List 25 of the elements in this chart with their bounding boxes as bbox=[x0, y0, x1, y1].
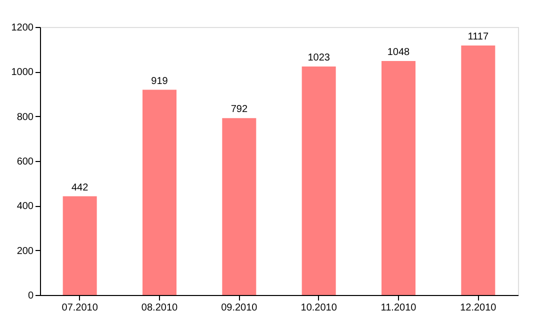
y-tick-label: 1000 bbox=[11, 67, 34, 78]
data-label: 792 bbox=[230, 104, 248, 116]
y-tick-label: 400 bbox=[16, 201, 34, 212]
y-tick-label: 0 bbox=[28, 290, 34, 302]
x-tick-label: 07.2010 bbox=[62, 302, 98, 314]
bar bbox=[62, 196, 97, 295]
data-label: 1023 bbox=[308, 52, 330, 64]
bar bbox=[382, 60, 416, 295]
data-label: 1117 bbox=[468, 32, 489, 43]
bar bbox=[142, 90, 176, 295]
bar bbox=[222, 118, 256, 295]
x-tick-label: 12.2010 bbox=[460, 302, 497, 314]
data-label: 919 bbox=[151, 76, 168, 87]
y-tick-label: 600 bbox=[16, 156, 34, 168]
y-tick-label: 800 bbox=[16, 112, 34, 123]
x-tick-label: 10.2010 bbox=[300, 302, 338, 314]
data-label: 442 bbox=[71, 182, 89, 194]
bar bbox=[461, 46, 496, 295]
bar bbox=[302, 66, 336, 295]
y-tick-label: 200 bbox=[16, 246, 34, 257]
data-label: 1048 bbox=[387, 46, 410, 58]
x-tick-label: 11.2010 bbox=[380, 302, 417, 314]
y-tick-label: 1200 bbox=[11, 22, 34, 34]
x-tick-label: 08.2010 bbox=[141, 302, 178, 314]
x-tick-label: 09.2010 bbox=[221, 302, 258, 314]
